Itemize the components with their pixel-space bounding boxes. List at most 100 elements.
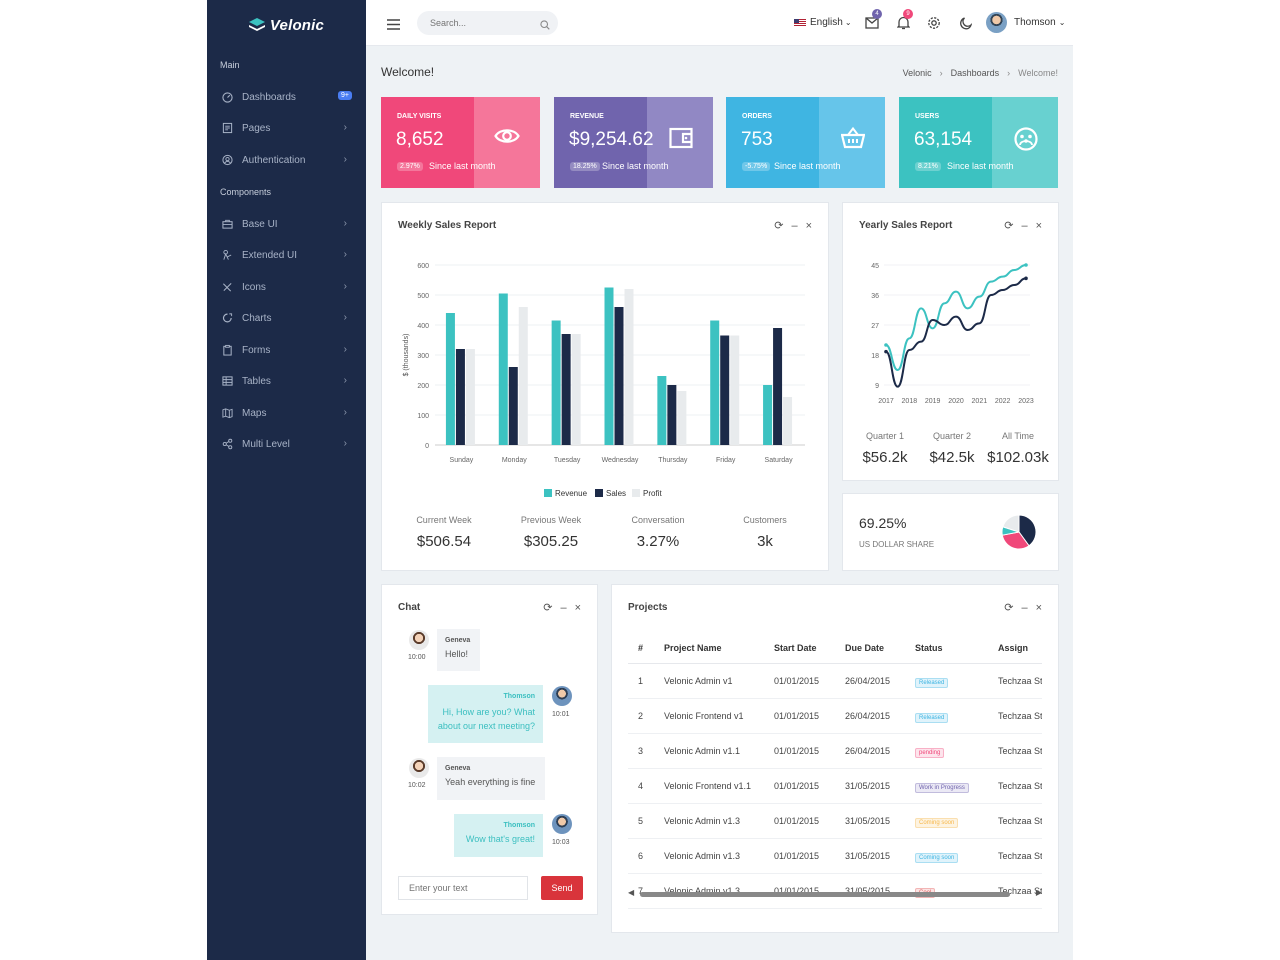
bar-sales[interactable] <box>667 385 677 445</box>
data-point[interactable] <box>884 343 888 347</box>
bar-sales[interactable] <box>773 328 783 445</box>
bar-profit[interactable] <box>624 289 634 445</box>
status-cell: Coming soon <box>915 838 998 874</box>
bar-profit[interactable] <box>571 334 581 445</box>
bar-sales[interactable] <box>561 334 571 445</box>
sidebar-item-base-ui[interactable]: Base UI › <box>207 213 366 235</box>
bar-sales[interactable] <box>614 307 624 445</box>
bell-icon[interactable]: 9 <box>895 9 913 31</box>
table-icon <box>221 375 233 387</box>
table-row[interactable]: 2 Velonic Frontend v1 01/01/2015 26/04/2015… <box>628 698 1042 734</box>
table-row[interactable]: 6 Velonic Admin v1.3 01/01/2015 31/05/2015 C… <box>628 838 1042 874</box>
series-line-2[interactable] <box>885 277 1027 388</box>
pie-slice[interactable] <box>1001 531 1030 550</box>
minimize-icon[interactable]: – <box>1021 219 1028 232</box>
sidebar-item-multi-level[interactable]: Multi Level › <box>207 433 366 455</box>
bar-sales[interactable] <box>455 349 465 445</box>
sidebar-item-label: Maps <box>242 407 267 419</box>
table-row[interactable]: 4 Velonic Frontend v1.1 01/01/2015 31/05/20… <box>628 768 1042 804</box>
sidebar-item-authentication[interactable]: Authentication › <box>207 149 366 171</box>
horizontal-scrollbar[interactable]: ◀ ▶ <box>628 888 1042 898</box>
search-icon[interactable] <box>540 17 550 35</box>
moon-icon[interactable] <box>957 15 973 31</box>
sidebar-item-tables[interactable]: Tables › <box>207 370 366 392</box>
sidebar-item-icons[interactable]: Icons › <box>207 276 366 298</box>
minimize-icon[interactable]: – <box>1021 601 1028 614</box>
refresh-icon[interactable]: ⟳ <box>774 220 784 232</box>
column-header[interactable]: # <box>628 633 664 664</box>
pie-slice[interactable] <box>1018 514 1037 547</box>
breadcrumb-item[interactable]: Velonic <box>902 68 932 78</box>
column-header[interactable]: Due Date <box>845 633 915 664</box>
legend-label[interactable]: Sales <box>606 489 626 498</box>
scroll-left-icon[interactable]: ◀ <box>628 888 635 897</box>
mail-icon[interactable]: 4 <box>864 9 882 31</box>
bar-profit[interactable] <box>677 391 687 445</box>
refresh-icon[interactable]: ⟳ <box>1004 220 1014 232</box>
legend-label[interactable]: Revenue <box>555 489 588 498</box>
panel-title: Chat <box>398 602 421 613</box>
chat-input[interactable] <box>398 876 528 900</box>
bar-profit[interactable] <box>783 397 793 445</box>
chart-icon <box>221 312 233 324</box>
close-icon[interactable]: × <box>1035 601 1042 614</box>
close-icon[interactable]: × <box>805 219 812 232</box>
language-selector[interactable]: English ⌄ <box>794 17 852 28</box>
bar-revenue[interactable] <box>604 287 614 446</box>
refresh-icon[interactable]: ⟳ <box>543 602 553 614</box>
data-point[interactable] <box>1024 276 1028 281</box>
sidebar-item-maps[interactable]: Maps › <box>207 402 366 424</box>
scroll-right-icon[interactable]: ▶ <box>1035 888 1042 897</box>
bar-profit[interactable] <box>465 349 475 445</box>
metric-value: $102.03k <box>987 449 1049 466</box>
bar-sales[interactable] <box>720 335 730 446</box>
data-point[interactable] <box>884 349 888 354</box>
bar-revenue[interactable] <box>551 320 561 446</box>
sidebar-item-dashboards[interactable]: Dashboards 9+ <box>207 86 366 108</box>
bar-profit[interactable] <box>518 307 528 445</box>
column-header[interactable]: Status <box>915 633 998 664</box>
column-header[interactable]: Project Name <box>664 633 774 664</box>
start-date: 01/01/2015 <box>774 838 845 874</box>
table-row[interactable]: 5 Velonic Admin v1.3 01/01/2015 31/05/2015 C… <box>628 803 1042 839</box>
table-row[interactable]: 3 Velonic Admin v1.1 01/01/2015 26/04/2015 p… <box>628 733 1042 769</box>
search-input[interactable] <box>417 11 558 35</box>
scrollbar-thumb[interactable] <box>640 892 1010 897</box>
series-line-1[interactable] <box>885 264 1027 372</box>
data-point[interactable] <box>1024 263 1028 267</box>
panel-title: Projects <box>628 602 668 613</box>
send-button[interactable]: Send <box>541 876 583 900</box>
menu-toggle-icon[interactable] <box>387 17 400 35</box>
chevron-right-icon: › <box>343 218 347 229</box>
logo[interactable]: Velonic <box>207 12 366 38</box>
bar-revenue[interactable] <box>498 293 508 446</box>
yearly-sales-chart: 9 18 27 36 45 2017 2018 2019 2020 2021 2022 2023 <box>871 263 1034 405</box>
pie-slice[interactable] <box>1002 514 1020 533</box>
column-header[interactable]: Assign <box>998 633 1042 664</box>
user-menu[interactable]: Thomson ⌄ <box>986 12 1065 33</box>
bar-revenue[interactable] <box>445 313 455 445</box>
message-text: Wow that's great! <box>465 834 535 844</box>
sidebar-item-pages[interactable]: Pages › <box>207 117 366 139</box>
gear-icon[interactable] <box>926 15 942 31</box>
sidebar-item-charts[interactable]: Charts › <box>207 307 366 329</box>
metric-label: Customers <box>743 515 787 525</box>
bar-revenue[interactable] <box>710 320 720 446</box>
sidebar-item-forms[interactable]: Forms › <box>207 339 366 361</box>
bar-revenue[interactable] <box>763 385 773 445</box>
column-header[interactable]: Start Date <box>774 633 845 664</box>
table-row[interactable]: 1 Velonic Admin v1 01/01/2015 26/04/2015 Rel… <box>628 663 1042 699</box>
legend-label[interactable]: Profit <box>643 489 662 498</box>
close-icon[interactable]: × <box>574 601 581 614</box>
bar-profit[interactable] <box>730 335 740 446</box>
metric-value: 3.27% <box>636 533 680 550</box>
refresh-icon[interactable]: ⟳ <box>1004 602 1014 614</box>
minimize-icon[interactable]: – <box>560 601 567 614</box>
bar-sales[interactable] <box>508 367 518 445</box>
close-icon[interactable]: × <box>1035 219 1042 232</box>
minimize-icon[interactable]: – <box>791 219 798 232</box>
bar-revenue[interactable] <box>657 376 667 445</box>
sidebar-item-extended-ui[interactable]: Extended UI › <box>207 244 366 266</box>
breadcrumb-item[interactable]: Dashboards <box>950 68 1000 78</box>
